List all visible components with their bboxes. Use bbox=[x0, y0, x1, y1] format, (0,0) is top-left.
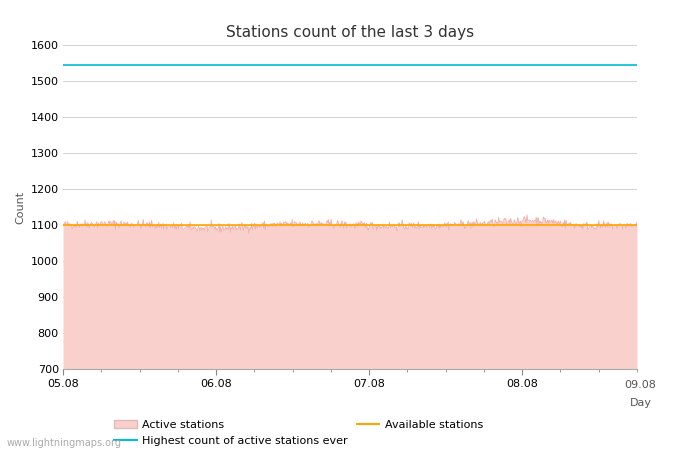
Text: www.lightningmaps.org: www.lightningmaps.org bbox=[7, 438, 122, 448]
Legend: Active stations, Highest count of active stations ever, Available stations: Active stations, Highest count of active… bbox=[115, 420, 483, 446]
Text: Day: Day bbox=[629, 398, 652, 408]
Y-axis label: Count: Count bbox=[15, 190, 25, 224]
Title: Stations count of the last 3 days: Stations count of the last 3 days bbox=[226, 25, 474, 40]
Text: 09.08: 09.08 bbox=[624, 380, 657, 390]
